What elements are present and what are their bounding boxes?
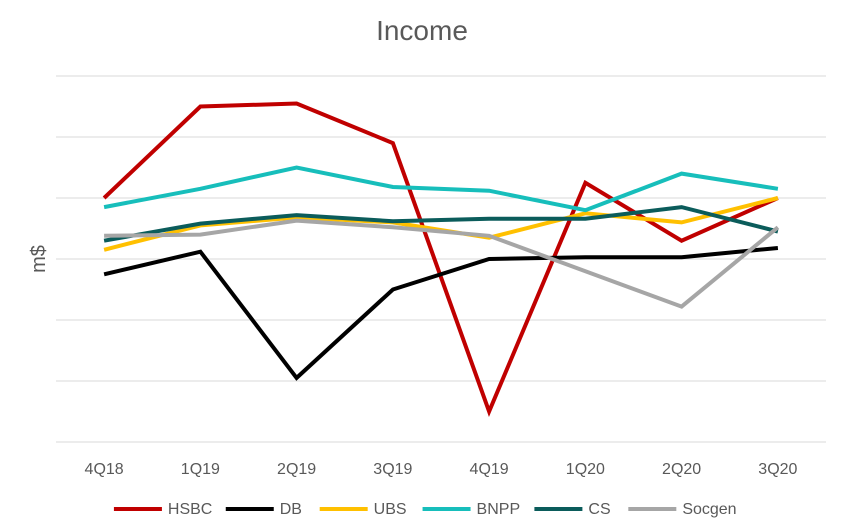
- x-tick-label: 2Q19: [277, 461, 316, 478]
- chart-title: Income: [376, 15, 468, 46]
- gridlines: [56, 75, 826, 443]
- legend-item-ubs: UBS: [319, 501, 407, 518]
- x-tick-label: 4Q18: [85, 461, 124, 478]
- legend-item-db: DB: [225, 501, 302, 518]
- legend-item-bnpp: BNPP: [422, 501, 521, 518]
- x-axis-ticks: 4Q18 1Q19 2Q19 3Q19 4Q19 1Q20 2Q20 3Q20: [85, 461, 798, 478]
- x-tick-label: 1Q20: [566, 461, 605, 478]
- legend-item-cs: CS: [534, 501, 611, 518]
- x-tick-label: 2Q20: [662, 461, 701, 478]
- x-tick-label: 4Q19: [470, 461, 509, 478]
- x-tick-label: 3Q19: [373, 461, 412, 478]
- legend-item-hsbc: HSBC: [113, 501, 212, 518]
- series-line-cs: [103, 205, 779, 243]
- x-tick-label: 1Q19: [181, 461, 220, 478]
- x-tick-label: 3Q20: [758, 461, 797, 478]
- series-lines: [102, 101, 780, 418]
- legend-label: Socgen: [682, 501, 736, 518]
- series-line-hsbc: [102, 101, 779, 418]
- legend: HSBC DB UBS BNPP CS Socgen: [113, 501, 737, 518]
- series-line-db: [103, 246, 779, 381]
- legend-item-socgen: Socgen: [628, 501, 737, 518]
- legend-label: BNPP: [477, 501, 521, 518]
- y-axis-label: m$: [28, 245, 50, 273]
- series-line-bnpp: [103, 165, 779, 213]
- legend-label: UBS: [374, 501, 407, 518]
- legend-label: HSBC: [168, 501, 212, 518]
- series-line-socgen: [104, 218, 780, 309]
- legend-label: DB: [280, 501, 302, 518]
- legend-label: CS: [588, 501, 610, 518]
